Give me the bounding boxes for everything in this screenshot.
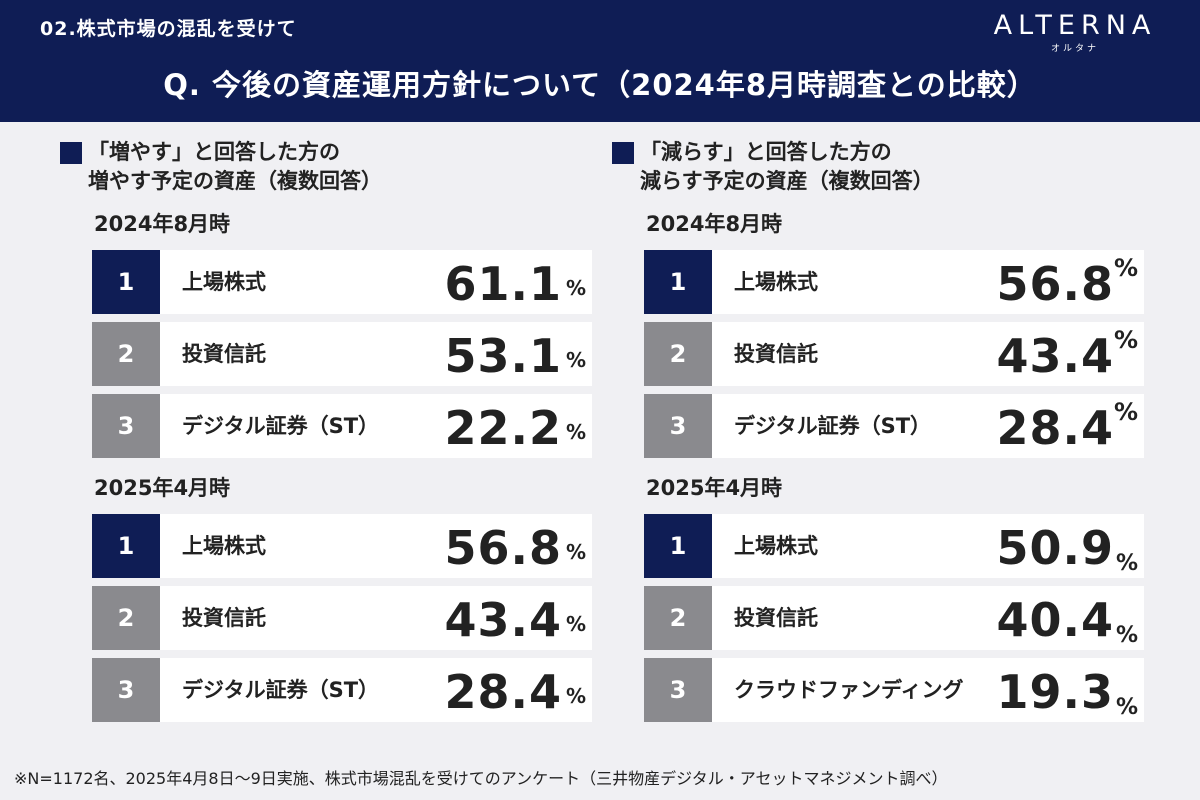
heading-line-2: 増やす予定の資産（複数回答） — [88, 169, 382, 193]
percent-unit: % — [565, 420, 586, 444]
rank-row: 3 デジタル証券（ST） 22.2 % — [92, 394, 592, 458]
percent-unit: % — [565, 540, 586, 564]
asset-label: デジタル証券（ST） — [734, 414, 932, 438]
rank-number: 2 — [644, 322, 712, 386]
percent-unit: % — [1115, 551, 1138, 576]
header-banner: 02.株式市場の混乱を受けて ALTERNA オルタナ Q. 今後の資産運用方針… — [0, 0, 1200, 122]
heading-line-1: 「増やす」と回答した方の — [88, 140, 340, 164]
percent-value: 28.4 — [996, 401, 1114, 455]
heading-square-icon — [612, 142, 634, 164]
heading-square-icon — [60, 142, 82, 164]
rank-row: 2 投資信託 43.4 % — [92, 586, 592, 650]
period-label-2024: 2024年8月時 — [646, 212, 783, 236]
rank-number: 3 — [92, 394, 160, 458]
percent-unit: % — [1113, 326, 1138, 354]
asset-label: 投資信託 — [734, 606, 818, 630]
page-title: Q. 今後の資産運用方針について（2024年8月時調査との比較） — [163, 68, 1037, 102]
percent-value: 61.1 — [444, 257, 562, 311]
rank-number: 1 — [92, 250, 160, 314]
rank-number: 1 — [644, 250, 712, 314]
asset-label: 上場株式 — [182, 534, 266, 558]
rank-number: 2 — [644, 586, 712, 650]
decrease-heading: 「減らす」と回答した方の 減らす予定の資産（複数回答） — [612, 138, 1172, 196]
percent-value: 28.4 — [444, 665, 562, 719]
rank-number: 3 — [644, 658, 712, 722]
percent-unit: % — [565, 348, 586, 372]
period-label-2025: 2025年4月時 — [94, 476, 231, 500]
rank-row: 1 上場株式 56.8 % — [644, 250, 1144, 314]
percent-value: 53.1 — [444, 329, 562, 383]
percent-value: 40.4 — [996, 593, 1114, 647]
asset-label: 投資信託 — [734, 342, 818, 366]
percent-unit: % — [1115, 623, 1138, 648]
rank-number: 1 — [644, 514, 712, 578]
asset-label: 上場株式 — [734, 534, 818, 558]
asset-label: デジタル証券（ST） — [182, 414, 380, 438]
heading-line-1: 「減らす」と回答した方の — [640, 140, 892, 164]
percent-value: 43.4 — [996, 329, 1114, 383]
percent-value: 56.8 — [996, 257, 1114, 311]
asset-label: 投資信託 — [182, 606, 266, 630]
asset-label: 上場株式 — [182, 270, 266, 294]
percent-value: 56.8 — [444, 521, 562, 575]
percent-unit: % — [565, 684, 586, 708]
rank-number: 3 — [92, 658, 160, 722]
asset-label: 投資信託 — [182, 342, 266, 366]
rank-list-2025: 1 上場株式 56.8 % 2 投資信託 43.4 % 3 デジタル証券（ST）… — [92, 514, 592, 722]
asset-label: クラウドファンディング — [734, 678, 964, 702]
percent-unit: % — [1115, 695, 1138, 720]
rank-list-2025: 1 上場株式 50.9 % 2 投資信託 40.4 % 3 クラウドファンディン… — [644, 514, 1144, 722]
percent-value: 50.9 — [996, 521, 1114, 575]
logo-wordmark: ALTERNA — [993, 10, 1157, 41]
percent-value: 19.3 — [996, 665, 1114, 719]
rank-number: 1 — [92, 514, 160, 578]
rank-row: 1 上場株式 56.8 % — [92, 514, 592, 578]
brand-logo: ALTERNA オルタナ — [970, 10, 1180, 54]
heading-line-2: 減らす予定の資産（複数回答） — [640, 169, 934, 193]
rank-row: 3 クラウドファンディング 19.3 % — [644, 658, 1144, 722]
percent-value: 43.4 — [444, 593, 562, 647]
percent-value: 22.2 — [444, 401, 562, 455]
rank-list-2024: 1 上場株式 61.1 % 2 投資信託 53.1 % 3 デジタル証券（ST）… — [92, 250, 592, 458]
percent-unit: % — [565, 276, 586, 300]
period-label-2025: 2025年4月時 — [646, 476, 783, 500]
rank-number: 2 — [92, 586, 160, 650]
period-label-2024: 2024年8月時 — [94, 212, 231, 236]
increase-heading: 「増やす」と回答した方の 増やす予定の資産（複数回答） — [60, 138, 620, 196]
rank-row: 1 上場株式 50.9 % — [644, 514, 1144, 578]
percent-unit: % — [1113, 398, 1138, 426]
logo-katakana: オルタナ — [1050, 44, 1099, 54]
rank-number: 3 — [644, 394, 712, 458]
footnote: ※N=1172名、2025年4月8日〜9日実施、株式市場混乱を受けてのアンケート… — [14, 769, 948, 788]
rank-list-2024: 1 上場株式 56.8 % 2 投資信託 43.4 % 3 デジタル証券（ST）… — [644, 250, 1144, 458]
asset-label: デジタル証券（ST） — [182, 678, 380, 702]
asset-label: 上場株式 — [734, 270, 818, 294]
rank-row: 3 デジタル証券（ST） 28.4 % — [644, 394, 1144, 458]
percent-unit: % — [565, 612, 586, 636]
rank-number: 2 — [92, 322, 160, 386]
percent-unit: % — [1113, 254, 1138, 282]
rank-row: 2 投資信託 53.1 % — [92, 322, 592, 386]
increase-column: 「増やす」と回答した方の 増やす予定の資産（複数回答） 2024年8月時 1 上… — [60, 138, 620, 730]
rank-row: 1 上場株式 61.1 % — [92, 250, 592, 314]
rank-row: 2 投資信託 40.4 % — [644, 586, 1144, 650]
rank-row: 2 投資信託 43.4 % — [644, 322, 1144, 386]
rank-row: 3 デジタル証券（ST） 28.4 % — [92, 658, 592, 722]
decrease-column: 「減らす」と回答した方の 減らす予定の資産（複数回答） 2024年8月時 1 上… — [612, 138, 1172, 730]
section-label: 02.株式市場の混乱を受けて — [40, 18, 297, 40]
